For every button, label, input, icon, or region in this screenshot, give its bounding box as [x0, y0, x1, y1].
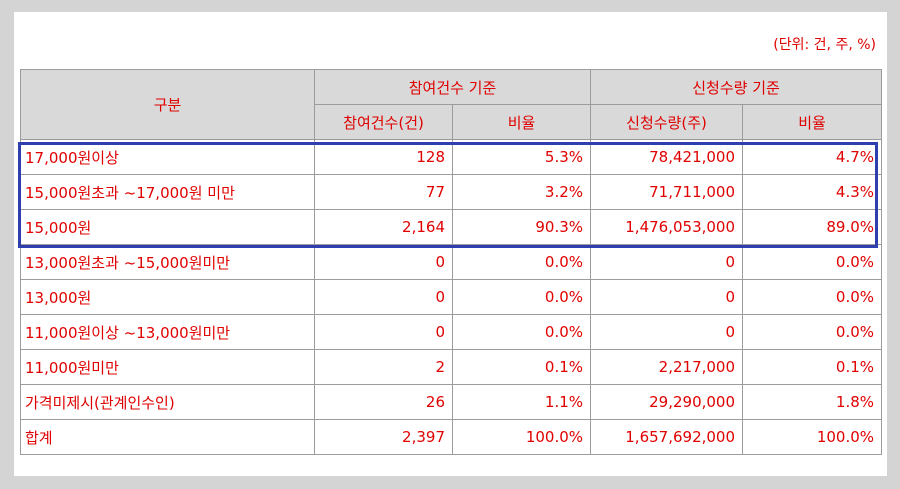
row-quantity: 78,421,000 — [590, 139, 744, 175]
row-quantity-ratio: 89.0% — [742, 209, 883, 245]
row-count: 77 — [314, 174, 453, 210]
row-count-ratio: 0.0% — [451, 279, 592, 315]
header-category: 구분 — [20, 69, 315, 140]
row-count: 0 — [314, 244, 453, 280]
row-count: 2,164 — [314, 209, 453, 245]
row-quantity-ratio: 0.0% — [742, 244, 883, 280]
row-quantity-ratio: 0.1% — [742, 349, 883, 385]
table-row: 17,000원이상 128 5.3% 78,421,000 4.7% — [20, 139, 883, 175]
header-row-columns: 참여건수(건) 비율 신청수량(주) 비율 — [21, 104, 883, 140]
table-row: 13,000원 0 0.0% 0 0.0% — [20, 279, 883, 315]
row-quantity-ratio: 100.0% — [742, 419, 883, 455]
row-quantity: 1,657,692,000 — [590, 419, 744, 455]
row-label: 11,000원이상 ~13,000원미만 — [20, 314, 315, 350]
row-quantity-ratio: 0.0% — [742, 279, 883, 315]
row-quantity: 0 — [590, 279, 744, 315]
header-group-count: 참여건수 기준 — [313, 69, 592, 105]
row-quantity: 71,711,000 — [590, 174, 744, 210]
row-count-ratio: 1.1% — [451, 384, 592, 420]
row-count-ratio: 0.0% — [451, 314, 592, 350]
row-label: 15,000원 — [20, 209, 315, 245]
row-quantity-ratio: 0.0% — [742, 314, 883, 350]
unit-note: (단위: 건, 주, %) — [773, 37, 876, 53]
header-row-groups: 구분 참여건수 기준 신청수량 기준 — [20, 69, 883, 140]
table-row: 15,000원초과 ~17,000원 미만 77 3.2% 71,711,000… — [20, 174, 883, 210]
row-count-ratio: 0.1% — [451, 349, 592, 385]
row-label: 15,000원초과 ~17,000원 미만 — [20, 174, 315, 210]
demand-forecast-table: 구분 참여건수 기준 신청수량 기준 참여건수(건) 비율 신청수량(주) 비율… — [20, 69, 883, 455]
header-col-quantity-ratio: 비율 — [742, 104, 883, 140]
row-count: 26 — [314, 384, 453, 420]
row-count-ratio: 5.3% — [451, 139, 592, 175]
row-count: 0 — [314, 314, 453, 350]
row-label: 17,000원이상 — [20, 139, 315, 175]
table-row: 15,000원 2,164 90.3% 1,476,053,000 89.0% — [20, 209, 883, 245]
row-count: 128 — [314, 139, 453, 175]
row-quantity: 1,476,053,000 — [590, 209, 744, 245]
row-count-ratio: 3.2% — [451, 174, 592, 210]
row-quantity: 2,217,000 — [590, 349, 744, 385]
document-panel: (단위: 건, 주, %) 구분 참여건수 기준 신청수량 기준 참여건수(건)… — [14, 12, 887, 476]
table-row: 11,000원이상 ~13,000원미만 0 0.0% 0 0.0% — [20, 314, 883, 350]
row-label: 11,000원미만 — [20, 349, 315, 385]
row-count-ratio: 0.0% — [451, 244, 592, 280]
header-col-quantity: 신청수량(주) — [590, 104, 744, 140]
row-label: 13,000원 — [20, 279, 315, 315]
row-label: 합계 — [20, 419, 315, 455]
header-col-count: 참여건수(건) — [314, 104, 453, 140]
header-group-quantity: 신청수량 기준 — [590, 69, 883, 105]
row-count-ratio: 100.0% — [451, 419, 592, 455]
row-label: 가격미제시(관계인수인) — [20, 384, 315, 420]
row-count: 0 — [314, 279, 453, 315]
row-count: 2 — [314, 349, 453, 385]
row-quantity: 0 — [590, 314, 744, 350]
row-quantity-ratio: 4.3% — [742, 174, 883, 210]
table-row-total: 합계 2,397 100.0% 1,657,692,000 100.0% — [20, 419, 883, 455]
row-quantity: 29,290,000 — [590, 384, 744, 420]
row-label: 13,000원초과 ~15,000원미만 — [20, 244, 315, 280]
table-row: 11,000원미만 2 0.1% 2,217,000 0.1% — [20, 349, 883, 385]
table-row: 13,000원초과 ~15,000원미만 0 0.0% 0 0.0% — [20, 244, 883, 280]
header-col-count-ratio: 비율 — [451, 104, 592, 140]
row-quantity-ratio: 4.7% — [742, 139, 883, 175]
row-count: 2,397 — [314, 419, 453, 455]
table-row: 가격미제시(관계인수인) 26 1.1% 29,290,000 1.8% — [20, 384, 883, 420]
row-count-ratio: 90.3% — [451, 209, 592, 245]
row-quantity-ratio: 1.8% — [742, 384, 883, 420]
row-quantity: 0 — [590, 244, 744, 280]
